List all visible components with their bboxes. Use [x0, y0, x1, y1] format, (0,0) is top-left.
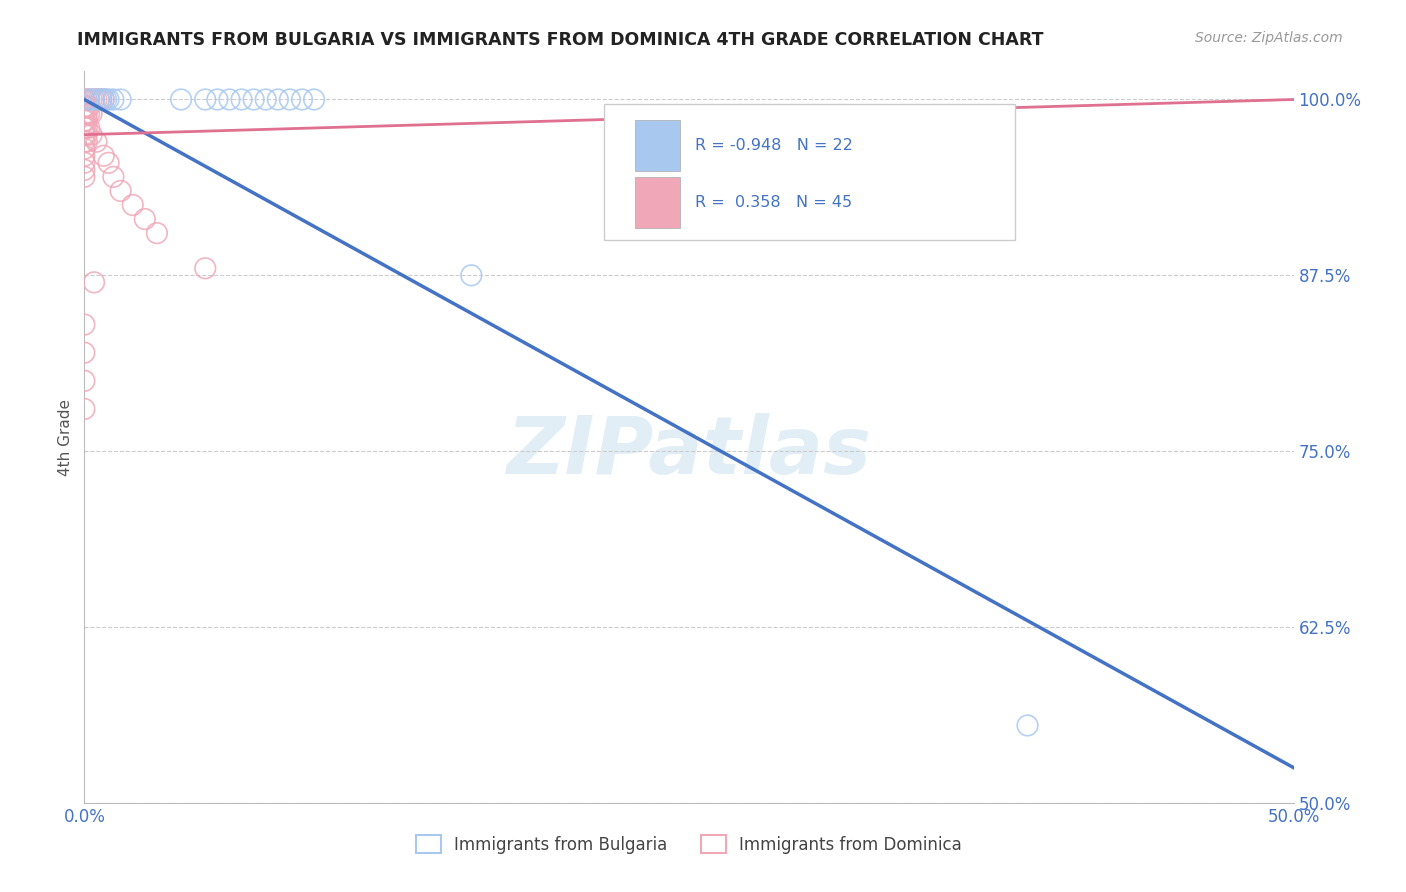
Point — [73, 374, 96, 388]
Point — [76, 99, 98, 113]
Point — [73, 318, 96, 332]
Point — [231, 93, 253, 107]
Point — [76, 106, 98, 120]
Point — [73, 156, 96, 170]
Point — [97, 156, 120, 170]
Point — [90, 93, 112, 107]
Point — [73, 169, 96, 184]
Point — [291, 93, 314, 107]
Point — [73, 99, 96, 113]
Point — [93, 149, 115, 163]
Point — [110, 184, 132, 198]
Point — [121, 198, 143, 212]
Point — [170, 93, 193, 107]
Point — [73, 120, 96, 135]
Point — [242, 93, 264, 107]
Point — [73, 401, 96, 416]
Point — [460, 268, 482, 283]
Point — [73, 149, 96, 163]
Point — [267, 93, 290, 107]
Text: IMMIGRANTS FROM BULGARIA VS IMMIGRANTS FROM DOMINICA 4TH GRADE CORRELATION CHART: IMMIGRANTS FROM BULGARIA VS IMMIGRANTS F… — [77, 31, 1043, 49]
Point — [194, 93, 217, 107]
Point — [83, 276, 105, 290]
Point — [1017, 718, 1039, 732]
FancyBboxPatch shape — [634, 177, 681, 227]
Point — [77, 93, 100, 107]
Point — [73, 128, 96, 142]
Point — [97, 93, 120, 107]
Point — [86, 135, 108, 149]
Legend: Immigrants from Bulgaria, Immigrants from Dominica: Immigrants from Bulgaria, Immigrants fro… — [409, 829, 969, 860]
Point — [77, 106, 100, 120]
Point — [76, 93, 98, 107]
Point — [73, 113, 96, 128]
Text: Source: ZipAtlas.com: Source: ZipAtlas.com — [1195, 31, 1343, 45]
Point — [86, 93, 108, 107]
Y-axis label: 4th Grade: 4th Grade — [58, 399, 73, 475]
Point — [87, 93, 110, 107]
FancyBboxPatch shape — [634, 120, 681, 171]
Point — [76, 128, 98, 142]
Point — [73, 142, 96, 156]
Point — [194, 261, 217, 276]
Point — [73, 106, 96, 120]
FancyBboxPatch shape — [605, 104, 1015, 240]
Point — [77, 120, 100, 135]
Point — [254, 93, 277, 107]
Point — [80, 128, 103, 142]
Point — [73, 345, 96, 359]
Point — [76, 113, 98, 128]
Point — [103, 93, 125, 107]
Point — [94, 93, 117, 107]
Text: R =  0.358   N = 45: R = 0.358 N = 45 — [695, 194, 852, 210]
Point — [83, 93, 105, 107]
Point — [80, 106, 103, 120]
Point — [77, 99, 100, 113]
Point — [87, 93, 110, 107]
Point — [146, 226, 169, 240]
Point — [73, 135, 96, 149]
Point — [207, 93, 229, 107]
Point — [90, 93, 112, 107]
Text: R = -0.948   N = 22: R = -0.948 N = 22 — [695, 138, 853, 153]
Point — [83, 93, 105, 107]
Point — [93, 93, 115, 107]
Point — [76, 120, 98, 135]
Point — [302, 93, 325, 107]
Point — [218, 93, 240, 107]
Point — [76, 135, 98, 149]
Point — [278, 93, 301, 107]
Point — [110, 93, 132, 107]
Point — [73, 93, 96, 107]
Point — [103, 169, 125, 184]
Point — [73, 162, 96, 177]
Point — [93, 93, 115, 107]
Point — [134, 212, 156, 227]
Text: ZIPatlas: ZIPatlas — [506, 413, 872, 491]
Point — [77, 93, 100, 107]
Point — [80, 93, 103, 107]
